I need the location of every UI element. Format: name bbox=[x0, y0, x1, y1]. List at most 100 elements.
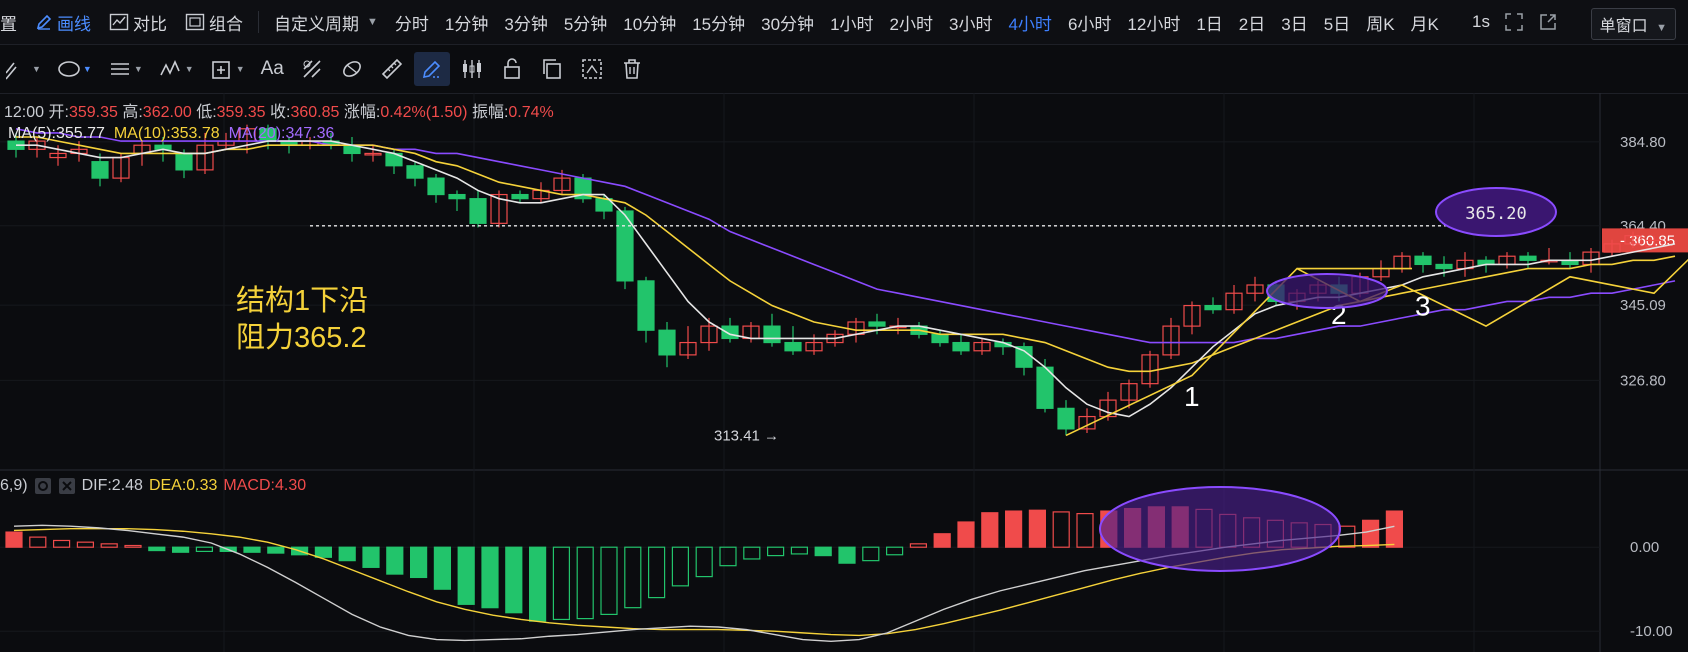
period-tab[interactable]: 月K bbox=[1410, 14, 1439, 34]
ma-legend: MA(5):355.77 MA(10):353.78 MA(20):347.36 bbox=[8, 125, 334, 143]
custom-period-label: 自定义周期 bbox=[274, 14, 359, 34]
period-tab[interactable]: 12小时 bbox=[1127, 14, 1181, 34]
period-tab[interactable]: 15分钟 bbox=[692, 14, 746, 34]
settings-label: 置 bbox=[0, 14, 17, 34]
low-label: 低: bbox=[196, 104, 217, 121]
ellipse-tool[interactable]: ▼ bbox=[51, 52, 98, 86]
candle-body bbox=[805, 341, 823, 352]
period-tab[interactable]: 2小时 bbox=[889, 14, 933, 34]
chevron-down-icon: ▼ bbox=[32, 64, 41, 74]
macd-bar bbox=[172, 546, 190, 553]
current-price-tag bbox=[1602, 228, 1688, 253]
close-icon[interactable] bbox=[58, 477, 76, 495]
period-tab[interactable]: 3日 bbox=[1281, 14, 1308, 34]
macd-params: 6,9) bbox=[0, 477, 28, 494]
period-tab[interactable]: 5日 bbox=[1323, 14, 1351, 34]
candle-body bbox=[490, 193, 508, 224]
candle-body bbox=[175, 152, 193, 171]
parallel-tool[interactable]: ▼ bbox=[102, 52, 149, 86]
period-tab[interactable]: 30分钟 bbox=[761, 14, 815, 34]
hide-tool[interactable] bbox=[574, 52, 610, 86]
chevron-down-icon: ▼ bbox=[1656, 22, 1667, 34]
macd-bar bbox=[243, 546, 261, 553]
amplitude-label: 振幅: bbox=[471, 104, 509, 121]
gear-icon[interactable] bbox=[34, 477, 52, 495]
refresh-interval[interactable]: 1s bbox=[1472, 12, 1490, 31]
candle-body bbox=[1225, 292, 1243, 311]
candle-body bbox=[1645, 239, 1663, 248]
settings-cut-item[interactable]: 置 bbox=[0, 10, 26, 35]
wave-tool[interactable]: ▼ bbox=[153, 52, 200, 86]
period-tab[interactable]: 5分钟 bbox=[563, 14, 608, 34]
macd-bar bbox=[52, 539, 71, 548]
macd-bar bbox=[552, 546, 571, 621]
period-tab[interactable]: 4小时 bbox=[1008, 14, 1052, 34]
copy-tool[interactable] bbox=[534, 52, 570, 86]
dif-value: DIF:2.48 bbox=[81, 477, 143, 494]
toolbar-divider bbox=[258, 11, 259, 33]
draw-button[interactable]: 画线 bbox=[26, 10, 100, 35]
period-tab[interactable]: 1日 bbox=[1196, 14, 1223, 34]
combo-label: 组合 bbox=[209, 14, 243, 34]
candle-body bbox=[1015, 346, 1033, 368]
wave-label: 1 bbox=[1184, 381, 1200, 412]
magnet-icon bbox=[342, 61, 361, 77]
trash-tool[interactable] bbox=[614, 52, 650, 86]
compare-button[interactable]: 对比 bbox=[100, 10, 176, 35]
period-tab[interactable]: 1小时 bbox=[830, 14, 874, 34]
macd-bar bbox=[1338, 525, 1356, 548]
text-tool[interactable]: Aa bbox=[255, 52, 290, 86]
price-tick-label: 326.80 bbox=[1620, 372, 1666, 389]
candle-body bbox=[448, 193, 466, 200]
macd-bar bbox=[148, 546, 166, 552]
measure-tool[interactable]: ▼ bbox=[204, 52, 251, 86]
lock-tool[interactable] bbox=[494, 52, 530, 86]
candle-body bbox=[406, 165, 424, 179]
drawing-toolbar: ▼ ▼ ▼ ▼ ▼ Aa bbox=[0, 45, 1688, 94]
hide-icon bbox=[582, 59, 602, 79]
macd-bar bbox=[1361, 519, 1380, 548]
macd-bar bbox=[885, 546, 904, 556]
popout-icon[interactable] bbox=[1538, 12, 1558, 32]
pen-tool[interactable] bbox=[413, 52, 450, 86]
ruler-tool[interactable] bbox=[374, 52, 410, 86]
period-tab[interactable]: 6小时 bbox=[1067, 14, 1112, 34]
period-tab[interactable]: 3小时 bbox=[949, 14, 993, 34]
compare-icon bbox=[109, 13, 129, 31]
period-tab[interactable]: 3分钟 bbox=[504, 14, 548, 34]
chevron-down-icon: ▼ bbox=[184, 64, 194, 74]
magnet-tool[interactable] bbox=[334, 52, 370, 86]
combo-button[interactable]: 组合 bbox=[176, 10, 252, 35]
period-tab[interactable]: 分时 bbox=[394, 14, 429, 34]
parallel-lines-icon bbox=[110, 63, 129, 75]
macd-bar bbox=[766, 546, 785, 557]
macd-bar bbox=[671, 546, 690, 587]
line-tool[interactable]: ▼ bbox=[0, 52, 47, 86]
candle-tool[interactable] bbox=[454, 52, 490, 86]
custom-period-dropdown[interactable]: 自定义周期 ▼ bbox=[265, 10, 387, 35]
period-tab[interactable]: 2日 bbox=[1238, 14, 1266, 34]
period-tab[interactable]: 10分钟 bbox=[623, 14, 677, 34]
macd-bar bbox=[481, 546, 499, 609]
macd-bar bbox=[957, 521, 975, 548]
macd-bar bbox=[338, 546, 356, 562]
macd-value: MACD:4.30 bbox=[223, 477, 307, 494]
bar-time: 12:00 bbox=[4, 104, 45, 121]
candle-body bbox=[553, 177, 571, 192]
macd-legend: 6,9) DIF:2.48 DEA:0.33 MACD:4.30 bbox=[0, 477, 306, 495]
line-tool-icon bbox=[6, 62, 17, 80]
period-tab[interactable]: 周K bbox=[1366, 14, 1395, 34]
ma20-value: MA(20):347.36 bbox=[228, 125, 335, 142]
window-mode-select[interactable]: 单窗口 ▼ bbox=[1590, 8, 1676, 40]
candle-body bbox=[469, 198, 487, 224]
pattern-tool[interactable] bbox=[294, 52, 330, 86]
chevron-down-icon: ▼ bbox=[235, 64, 245, 74]
ohlc-info: 12:00 开:359.35 高:362.00 低:359.35 收:360.8… bbox=[4, 98, 554, 122]
dea-value: DEA:0.33 bbox=[148, 477, 218, 494]
period-tab[interactable]: 1分钟 bbox=[444, 14, 489, 34]
fullscreen-icon[interactable] bbox=[1504, 12, 1524, 32]
close-label: 收: bbox=[270, 104, 291, 121]
copy-icon bbox=[543, 59, 561, 79]
candle-body bbox=[679, 341, 697, 356]
